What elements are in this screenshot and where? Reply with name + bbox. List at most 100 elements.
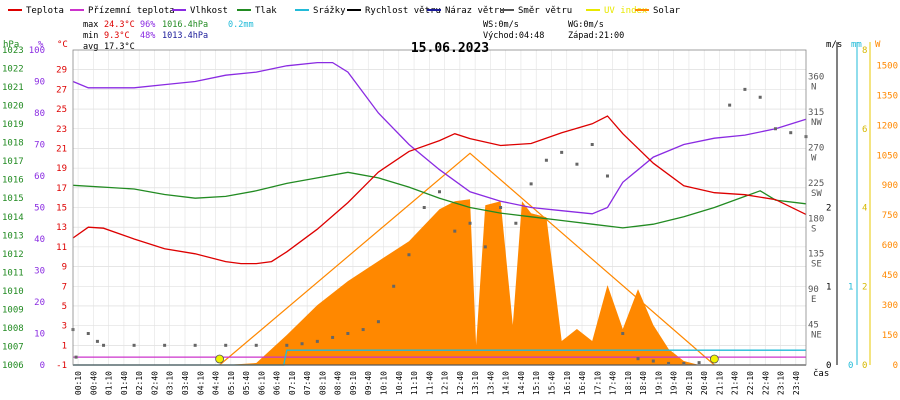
stat-sunset: Západ:21:00 [568, 31, 624, 41]
hpa-tick-label: 1016 [2, 176, 24, 186]
x-tick-label: 06:40 [273, 371, 282, 395]
x-tick-label: 21:40 [731, 371, 740, 395]
dir-tick-label: SW [811, 189, 822, 199]
humidity-line [72, 61, 807, 215]
c-axis-label: °C [57, 40, 68, 50]
pct-tick-label: 20 [34, 298, 45, 308]
mm-axis-label: mm [851, 40, 862, 50]
pct-tick-label: 30 [34, 267, 45, 277]
hpa-tick-label: 1021 [2, 83, 24, 93]
x-tick-label: 03:10 [166, 371, 175, 395]
pct-tick-label: 60 [34, 172, 45, 182]
chart-title: 15.06.2023 [411, 41, 489, 56]
x-tick-label: 01:10 [105, 371, 114, 395]
legend-label: Směr větru [518, 6, 572, 16]
x-tick-label: 00:10 [74, 371, 83, 395]
wind-dir-point [376, 320, 380, 324]
legend-label: Tlak [255, 6, 277, 16]
wind-dir-point [773, 127, 777, 131]
deg-tick-label: 45 [808, 321, 819, 331]
c-tick-label: 23 [56, 125, 67, 135]
temperature-line [72, 115, 807, 265]
x-tick-label: 18:40 [639, 371, 648, 395]
x-tick-label: 09:40 [364, 371, 373, 395]
wind-dir-point [163, 343, 167, 347]
wind-dir-point [346, 332, 350, 335]
deg-tick-label: 360 [808, 73, 824, 83]
c-tick-label: 19 [56, 164, 67, 174]
deg-tick-label: 315 [808, 108, 824, 118]
x-tick-label: 14:10 [502, 371, 511, 395]
c-tick-label: 13 [56, 223, 67, 233]
uv-tick-label: 4 [862, 204, 867, 214]
wind-dir-point [315, 339, 319, 343]
c-tick-label: 5 [62, 302, 67, 312]
pct-tick-label: 80 [34, 109, 45, 119]
pct-tick-label: 0 [40, 361, 45, 371]
x-tick-label: 04:40 [212, 371, 221, 395]
pct-tick-label: 50 [34, 204, 45, 214]
wind-dir-point [102, 343, 106, 347]
legend-label: Srážky [313, 6, 346, 16]
x-tick-label: 02:10 [135, 371, 144, 395]
c-tick-label: -1 [56, 361, 67, 371]
stats-block: max 24.3°C 96% 1016.4hPa 0.2mm min 9.3°C… [83, 20, 624, 52]
hpa-tick-label: 1011 [2, 268, 24, 278]
x-tick-label: 19:10 [654, 371, 663, 395]
wind-dir-point [438, 190, 441, 194]
wind-dir-point [667, 361, 671, 365]
wind-direction-series [71, 87, 808, 365]
legend-label: Vlhkost [190, 6, 228, 16]
c-tick-label: 29 [56, 66, 67, 76]
wind-dir-point [407, 253, 411, 257]
w-tick-label: 750 [882, 211, 898, 221]
wind-dir-point [361, 328, 365, 332]
axes: 1006100710081009101010111012101310141015… [2, 40, 898, 395]
solar-area-series [225, 199, 700, 365]
stat-min-label: min [83, 31, 98, 41]
x-tick-label: 03:40 [181, 371, 190, 395]
w-tick-label: 150 [882, 331, 898, 341]
wind-dir-point [758, 95, 762, 99]
wind-dir-point [254, 343, 258, 347]
hpa-tick-label: 1009 [2, 305, 24, 315]
pct-tick-label: 90 [34, 78, 45, 88]
pct-tick-label: 40 [34, 235, 45, 245]
stat-max-label: max [83, 20, 98, 30]
x-tick-label: 07:10 [288, 371, 297, 395]
stat-sunrise: Východ:04:48 [483, 31, 544, 41]
w-tick-label: 1350 [876, 91, 898, 101]
c-tick-label: 11 [56, 243, 67, 253]
w-axis-label: W [875, 40, 881, 50]
x-tick-label: 19:40 [670, 371, 679, 395]
dir-tick-label: NE [811, 331, 822, 341]
dir-tick-label: W [811, 153, 817, 163]
hpa-tick-label: 1008 [2, 324, 24, 334]
x-tick-label: 16:10 [563, 371, 572, 395]
dir-tick-label: S [811, 224, 816, 234]
stat-ws: WS:0m/s [483, 20, 519, 30]
legend-label: Náraz větru [445, 6, 505, 16]
deg-tick-label: 270 [808, 143, 824, 153]
deg-tick-label: 135 [808, 250, 824, 260]
c-tick-label: 3 [62, 322, 67, 332]
hpa-tick-label: 1020 [2, 102, 24, 112]
x-tick-label: 12:10 [441, 371, 450, 395]
x-tick-label: 23:40 [792, 371, 801, 395]
x-tick-label: 01:40 [120, 371, 129, 395]
solar-area [225, 199, 700, 365]
x-tick-label: 15:40 [547, 371, 556, 395]
w-tick-label: 300 [882, 301, 898, 311]
hpa-tick-label: 1013 [2, 231, 24, 241]
dir-tick-label: N [811, 83, 816, 93]
wind-dir-point [651, 359, 655, 363]
ms-tick-label: 0 [826, 361, 831, 371]
x-tick-label: 23:10 [777, 371, 786, 395]
w-tick-label: 900 [882, 181, 898, 191]
ms-axis-label: m/s [826, 40, 842, 50]
x-tick-label: 05:40 [242, 371, 251, 395]
x-tick-label: 05:10 [227, 371, 236, 395]
x-tick-label: 11:10 [410, 371, 419, 395]
c-tick-label: 27 [56, 85, 67, 95]
wind-dir-point [300, 342, 304, 346]
